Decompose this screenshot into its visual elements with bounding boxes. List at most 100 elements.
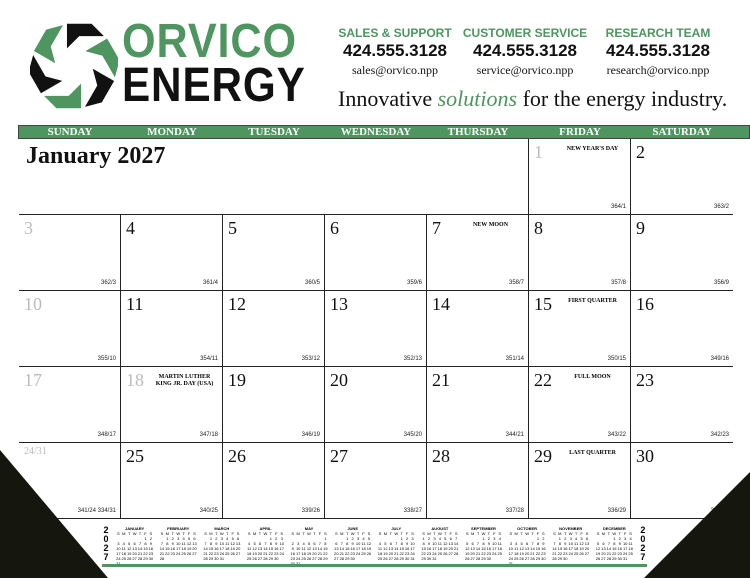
day-cell: 22 FULL MOON 343/22 xyxy=(529,367,631,443)
day-count: 355/10 xyxy=(97,356,116,362)
day-note: MARTIN LUTHER KING JR. DAY (USA) xyxy=(155,374,214,387)
day-number: 18 xyxy=(126,370,144,390)
day-cell: 12 353/12 xyxy=(223,291,325,367)
day-count: 357/8 xyxy=(610,280,626,286)
day-number: 11 xyxy=(126,294,144,314)
mini-month-name: AUGUST xyxy=(431,526,449,531)
day-count: 356/9 xyxy=(713,280,729,286)
brand-name-line1: ORVICO xyxy=(122,15,298,68)
day-number: 30 xyxy=(636,446,654,466)
mini-month-days: S M T W T F S 1 2 3 4 5 6 7 8 9 10 11 12 13 14 15 16 17 18 19 20 21… xyxy=(159,531,197,561)
day-count: 361/4 xyxy=(202,280,218,286)
day-cell: 23 342/23 xyxy=(631,367,733,443)
orvico-logo-icon xyxy=(30,23,118,109)
day-note: NEW MOON xyxy=(472,222,509,228)
mini-month-days: S M T W T F S 1 2 3 4 5 6 7 8 9 10 11 12 13 14 15 16 17 18 19 20 21… xyxy=(334,531,372,561)
day-cell: 10 355/10 xyxy=(19,291,121,367)
month-title-cell: January 2027 xyxy=(19,139,529,215)
day-number: 12 xyxy=(228,294,246,314)
day-cell: 8 357/8 xyxy=(529,215,631,291)
day-cell: 2 363/2 xyxy=(631,139,733,215)
day-cell: 21 344/21 xyxy=(427,367,529,443)
weekday-label: SATURDAY xyxy=(652,126,712,138)
contact-email: service@orvico.npp xyxy=(476,63,574,77)
mini-month: AUGUST S M T W T F S 1 2 3 4 5 6 7 8 9 10 11 12 13 14 15 16 17 18… xyxy=(421,526,459,566)
mini-month: FEBRUARY S M T W T F S 1 2 3 4 5 6 7 8 9 10 11 12 13 14 15 16 17… xyxy=(159,526,197,566)
mini-month: JANUARY S M T W T F S 1 2 3 4 5 6 7 8 9 10 11 12 13 14 15 16 17 1… xyxy=(116,526,154,566)
mini-month-days: S M T W T F S 1 2 3 4 5 6 7 8 9 10 11 12 13 14 15 16 17 18 19 20 21… xyxy=(116,531,154,566)
day-count: 360/5 xyxy=(304,280,320,286)
day-cell: 27 338/27 xyxy=(325,443,427,519)
day-count: 353/12 xyxy=(301,356,320,362)
mini-month: APRIL S M T W T F S 1 2 3 4 5 6 7 8 9 10 11 12 13 14 15 16 17 18 1… xyxy=(246,526,284,566)
day-cell: 5 360/5 xyxy=(223,215,325,291)
mini-month-days: S M T W T F S 1 2 3 4 5 6 7 8 9 10 11 12 13 14 15 16 17 18 19 20 21… xyxy=(246,531,284,561)
contact-phone: 424.555.3128 xyxy=(473,41,577,60)
mini-month-name: MAY xyxy=(304,526,314,531)
contact-sales: SALES & SUPPORT 424.555.3128 sales@orvic… xyxy=(330,26,460,78)
day-count: 338/27 xyxy=(403,508,422,514)
day-number: 3 xyxy=(24,218,33,238)
corner-triangle-left xyxy=(0,450,108,578)
mini-month-days: S M T W T F S 1 2 3 4 5 6 7 8 9 10 11 12 13 14 15 16 17 18 19 20 21… xyxy=(290,531,328,566)
day-cell: 11 354/11 xyxy=(121,291,223,367)
day-number: 10 xyxy=(24,294,42,314)
mini-month: JUNE S M T W T F S 1 2 3 4 5 6 7 8 9 10 11 12 13 14 15 16 17 18 19… xyxy=(334,526,372,566)
mini-month: MAY S M T W T F S 1 2 3 4 5 6 7 8 9 10 11 12 13 14 15 16 17 18 19 2… xyxy=(290,526,328,566)
tagline-pre: Innovative xyxy=(338,86,438,111)
day-count: 346/19 xyxy=(301,432,320,438)
green-divider xyxy=(102,564,647,567)
day-number: 23 xyxy=(636,370,654,390)
mini-month: SEPTEMBER S M T W T F S 1 2 3 4 5 6 7 8 9 10 11 12 13 14 15 16 1… xyxy=(464,526,502,566)
day-number: 9 xyxy=(636,218,645,238)
day-count: 359/6 xyxy=(406,280,422,286)
day-number: 26 xyxy=(228,446,246,466)
day-number: 2 xyxy=(636,142,645,162)
mini-month-days: S M T W T F S 1 2 3 4 5 6 7 8 9 10 11 12 13 14 15 16 17 18 19 20 21… xyxy=(464,531,502,561)
day-number: 19 xyxy=(228,370,246,390)
day-cell: 6 359/6 xyxy=(325,215,427,291)
day-count: 349/16 xyxy=(710,356,729,362)
day-cell: 7 NEW MOON 358/7 xyxy=(427,215,529,291)
day-number: 4 xyxy=(126,218,135,238)
day-count: 336/29 xyxy=(607,508,626,514)
day-number: 6 xyxy=(330,218,339,238)
day-count: 337/28 xyxy=(505,508,524,514)
day-cell: 1 NEW YEAR'S DAY 364/1 xyxy=(529,139,631,215)
weekday-label: TUESDAY xyxy=(248,126,300,138)
day-count: 354/11 xyxy=(200,356,218,362)
day-count: 340/25 xyxy=(199,508,218,514)
day-number: 25 xyxy=(126,446,144,466)
day-count: 358/7 xyxy=(508,280,524,286)
day-number: 14 xyxy=(432,294,450,314)
day-number: 27 xyxy=(330,446,348,466)
weekday-label: SUNDAY xyxy=(47,126,93,138)
contact-research: RESEARCH TEAM 424.555.3128 research@orvi… xyxy=(593,26,723,78)
day-note: NEW YEAR'S DAY xyxy=(566,146,619,152)
mini-month: MARCH S M T W T F S 1 2 3 4 5 6 7 8 9 10 11 12 13 14 15 16 17 18 1… xyxy=(203,526,241,566)
day-number: 16 xyxy=(636,294,654,314)
mini-month-name: OCTOBER xyxy=(517,526,538,531)
day-number: 1 xyxy=(534,142,543,162)
tagline: Innovative solutions for the energy indu… xyxy=(338,86,727,112)
mini-month-name: SEPTEMBER xyxy=(471,526,496,531)
day-number: 29 xyxy=(534,446,552,466)
brand-name-line2: ENERGY xyxy=(122,59,306,112)
day-count: 342/23 xyxy=(710,432,729,438)
contact-phone: 424.555.3128 xyxy=(343,41,447,60)
contact-email: research@orvico.npp xyxy=(606,63,710,77)
tagline-post: for the energy industry. xyxy=(517,86,728,111)
day-count: 364/1 xyxy=(610,204,626,210)
day-cell: 28 337/28 xyxy=(427,443,529,519)
weekday-header: SUNDAY MONDAY TUESDAY WEDNESDAY THURSDAY FRID… xyxy=(18,125,750,139)
day-cell: 25 340/25 xyxy=(121,443,223,519)
day-cell: 4 361/4 xyxy=(121,215,223,291)
day-count: 351/14 xyxy=(505,356,524,362)
contact-email: sales@orvico.npp xyxy=(351,63,439,77)
day-cell: 26 339/26 xyxy=(223,443,325,519)
day-count: 348/17 xyxy=(97,432,116,438)
day-cell: 9 356/9 xyxy=(631,215,733,291)
mini-month: OCTOBER S M T W T F S 1 2 3 4 5 6 7 8 9 10 11 12 13 14 15 16 17 1… xyxy=(508,526,546,566)
day-cell: 29 LAST QUARTER 336/29 xyxy=(529,443,631,519)
